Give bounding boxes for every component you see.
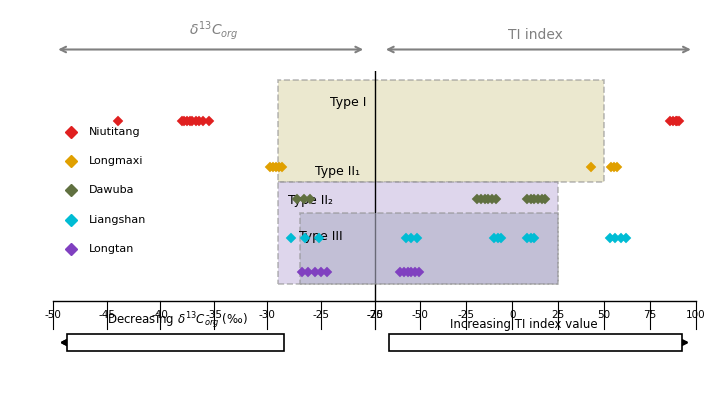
Text: -25: -25 [458, 310, 475, 320]
Bar [278, 80, 604, 182]
Text: Decreasing $\delta^{13}C_{org}$ (‰): Decreasing $\delta^{13}C_{org}$ (‰) [107, 310, 248, 331]
Text: Niutitang: Niutitang [89, 127, 141, 137]
Text: Type III: Type III [299, 230, 343, 243]
Text: -45: -45 [98, 310, 115, 320]
Bar [278, 182, 558, 284]
Text: 75: 75 [643, 310, 657, 320]
Text: -50: -50 [412, 310, 429, 320]
Text: -40: -40 [152, 310, 169, 320]
Bar [67, 334, 284, 351]
Text: 100: 100 [686, 310, 706, 320]
Text: Increasing TI index value: Increasing TI index value [450, 318, 597, 331]
Text: Longtan: Longtan [89, 244, 135, 254]
Text: Type II₁: Type II₁ [315, 165, 359, 178]
Text: -50: -50 [45, 310, 62, 320]
Text: 50: 50 [597, 310, 611, 320]
Text: -35: -35 [205, 310, 222, 320]
Text: Dawuba: Dawuba [89, 185, 135, 195]
Text: -30: -30 [259, 310, 276, 320]
Text: Longmaxi: Longmaxi [89, 156, 143, 166]
Text: -25: -25 [312, 310, 329, 320]
Text: TI index: TI index [508, 29, 562, 42]
Text: -20: -20 [366, 310, 383, 320]
Text: 0: 0 [509, 310, 515, 320]
Text: $\delta^{13}C_{org}$: $\delta^{13}C_{org}$ [189, 19, 239, 42]
Text: Liangshan: Liangshan [89, 215, 146, 225]
Bar [389, 334, 682, 351]
Text: -75: -75 [366, 310, 383, 320]
Text: Type II₂: Type II₂ [288, 194, 333, 207]
Text: Type I: Type I [329, 96, 366, 109]
Bar [300, 213, 558, 284]
Text: 25: 25 [552, 310, 564, 320]
